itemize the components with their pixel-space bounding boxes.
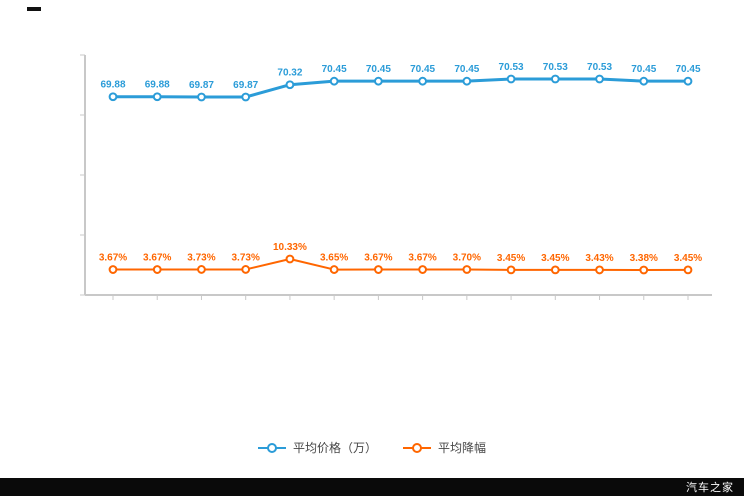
data-label: 70.45	[675, 64, 700, 75]
data-point-marker	[241, 92, 251, 102]
data-point-marker	[152, 92, 162, 102]
data-point-marker	[108, 265, 118, 274]
data-label: 3.67%	[143, 253, 171, 264]
data-label: 70.53	[543, 62, 568, 73]
data-point-marker	[197, 92, 206, 102]
data-point-marker	[373, 76, 383, 86]
data-label: 3.43%	[585, 253, 613, 264]
data-label: 70.53	[587, 62, 612, 73]
legend-item-avg-price[interactable]: 平均价格（万）	[257, 441, 377, 455]
brand-watermark: 汽车之家	[686, 482, 734, 494]
data-point-marker	[373, 265, 383, 274]
data-label: 70.45	[410, 64, 435, 75]
data-label: 3.67%	[99, 253, 127, 264]
data-point-marker	[683, 76, 693, 86]
data-label: 70.45	[366, 64, 391, 75]
data-point-marker	[285, 80, 295, 90]
data-point-marker	[285, 254, 295, 264]
watermark-dash	[27, 7, 41, 11]
data-point-marker	[418, 265, 428, 274]
data-label: 10.33%	[273, 242, 307, 253]
data-label: 3.45%	[497, 253, 525, 264]
data-label: 3.45%	[674, 253, 702, 264]
chart-legend: 平均价格（万） 平均降幅	[0, 441, 744, 455]
data-point-marker	[197, 265, 206, 274]
data-point-marker	[595, 265, 604, 275]
data-label: 69.88	[145, 80, 170, 91]
series-line	[112, 258, 689, 271]
footer-bar: 汽车之家	[0, 478, 744, 496]
data-point-marker	[639, 265, 649, 275]
data-label: 70.45	[454, 64, 479, 75]
data-label: 3.67%	[408, 253, 436, 264]
data-point-marker	[462, 265, 472, 274]
legend-item-avg-discount[interactable]: 平均降幅	[403, 441, 486, 455]
line-chart: 69.88 69.88 69.87 69.87 70.32 70.45 70.45 70.45…	[80, 54, 712, 300]
data-point-marker	[595, 74, 604, 84]
data-point-marker	[550, 74, 560, 84]
data-label: 3.73%	[187, 252, 215, 263]
data-point-marker	[108, 92, 118, 102]
price-series-marker-icon	[257, 442, 286, 454]
data-point-marker	[683, 265, 693, 275]
data-point-marker	[462, 76, 472, 86]
data-point-marker	[550, 265, 560, 275]
legend-label-avg-price: 平均价格（万）	[292, 441, 377, 455]
data-label: 3.73%	[232, 252, 260, 263]
data-point-marker	[506, 265, 516, 275]
data-label: 70.45	[631, 64, 656, 75]
data-point-marker	[418, 76, 428, 86]
data-label: 3.67%	[364, 253, 392, 264]
data-label: 3.38%	[630, 253, 658, 264]
data-label: 3.45%	[541, 253, 569, 264]
data-label: 70.45	[322, 64, 347, 75]
data-label: 3.70%	[453, 252, 481, 263]
data-point-marker	[329, 265, 339, 274]
data-point-marker	[639, 76, 649, 86]
data-label: 3.65%	[320, 253, 348, 264]
data-label: 70.53	[499, 62, 524, 73]
data-point-marker	[329, 76, 339, 86]
data-label: 69.87	[189, 80, 214, 91]
data-label: 70.32	[277, 68, 302, 79]
data-label: 69.88	[100, 80, 125, 91]
discount-series-marker-icon	[403, 442, 431, 454]
data-label: 69.87	[233, 80, 258, 91]
legend-label-avg-discount: 平均降幅	[438, 441, 487, 455]
data-point-marker	[152, 265, 162, 274]
data-point-marker	[506, 74, 516, 84]
data-point-marker	[241, 265, 251, 274]
series-line	[111, 77, 690, 99]
